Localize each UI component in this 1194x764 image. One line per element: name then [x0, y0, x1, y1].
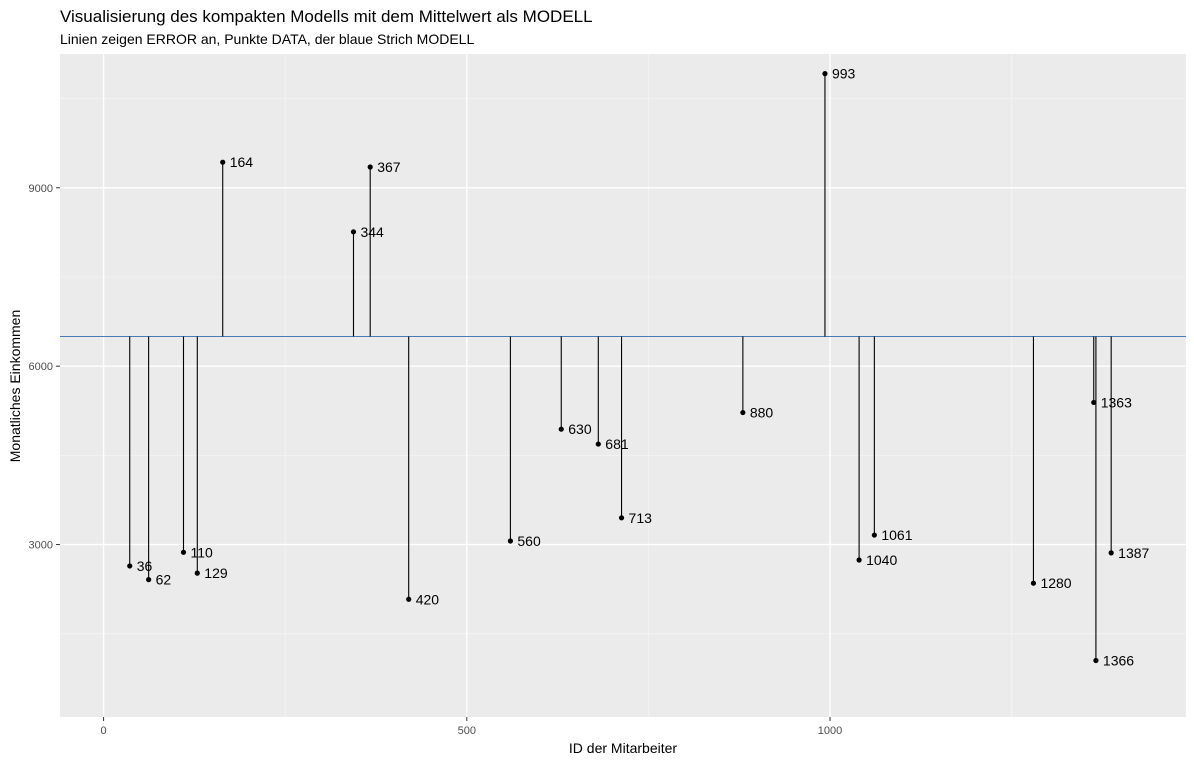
point-label: 62 [156, 572, 172, 588]
data-point [350, 229, 357, 235]
minor-gridlines [60, 54, 1186, 717]
data-point [1091, 399, 1097, 406]
data-point [507, 538, 513, 544]
data-point [180, 549, 187, 555]
data-point [220, 159, 226, 165]
point-label: 713 [629, 510, 653, 526]
point-label: 1387 [1118, 545, 1149, 561]
point-label: 129 [204, 565, 228, 581]
data-point [1030, 580, 1037, 586]
data-points [127, 71, 1114, 664]
y-tick-label: 3000 [29, 540, 53, 552]
point-label: 367 [377, 159, 401, 175]
point-label: 880 [750, 405, 774, 421]
x-tick-label: 1000 [818, 725, 842, 737]
data-point [1093, 657, 1099, 664]
data-point [146, 577, 152, 583]
data-point [871, 532, 877, 538]
data-point [194, 570, 200, 576]
data-point [367, 164, 373, 170]
data-point [822, 71, 828, 77]
plot-panel [60, 54, 1186, 717]
x-tick-label: 500 [458, 725, 476, 737]
y-axis: 3000 6000 9000 [29, 183, 60, 552]
y-tick-label: 9000 [29, 183, 53, 195]
point-label: 420 [416, 591, 440, 607]
y-axis-title: Monatliches Einkommen [7, 310, 23, 463]
data-point [127, 563, 133, 569]
point-label: 36 [137, 558, 153, 574]
data-point [856, 557, 862, 563]
y-tick-label: 6000 [29, 361, 53, 373]
x-axis-title: ID der Mitarbeiter [569, 740, 677, 756]
data-point [595, 441, 601, 447]
point-label: 110 [190, 544, 213, 560]
point-label: 1040 [866, 552, 897, 568]
point-label: 1363 [1101, 394, 1132, 410]
point-label: 1366 [1103, 653, 1134, 669]
x-tick-label: 0 [101, 725, 107, 737]
point-label: 681 [605, 436, 629, 452]
data-point [618, 515, 625, 521]
data-point [1108, 550, 1114, 556]
point-label: 1280 [1040, 575, 1071, 591]
point-label: 630 [568, 421, 592, 437]
point-label: 344 [360, 224, 384, 240]
chart-title: Visualisierung des kompakten Modells mit… [60, 7, 593, 26]
data-point [558, 426, 564, 432]
point-label: 993 [832, 66, 856, 82]
point-label: 560 [517, 533, 541, 549]
data-point [406, 596, 412, 602]
point-label: 164 [230, 154, 254, 170]
error-lines [129, 73, 1112, 661]
point-label: 1061 [881, 527, 912, 543]
data-point [740, 409, 746, 416]
x-axis: 0 500 1000 [101, 717, 842, 737]
chart-subtitle: Linien zeigen ERROR an, Punkte DATA, der… [60, 31, 474, 47]
major-gridlines [60, 54, 1186, 717]
